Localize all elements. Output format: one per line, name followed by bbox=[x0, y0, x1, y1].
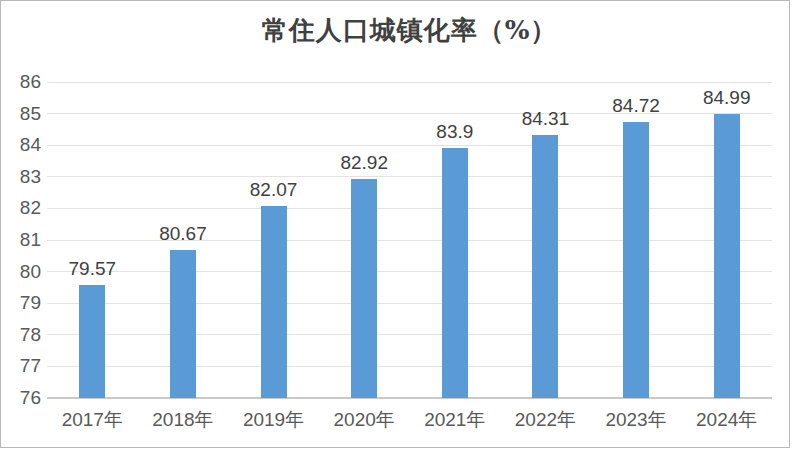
bar-value-label: 84.31 bbox=[500, 108, 591, 130]
gridline bbox=[47, 176, 772, 177]
y-tick-label: 84 bbox=[0, 134, 41, 156]
x-tick-label: 2022年 bbox=[500, 407, 591, 433]
bar-2019年 bbox=[261, 206, 287, 398]
x-tick-label: 2020年 bbox=[319, 407, 410, 433]
chart-window: 常住人口城镇化率（%） 79.5780.67 82.0782.9283.984.3… bbox=[0, 0, 794, 452]
x-axis: 2017年2018年2019年2020年2021年2022年2023年2024年 bbox=[47, 407, 772, 435]
bar-value-label: 83.9 bbox=[410, 121, 501, 143]
y-tick-label: 81 bbox=[0, 229, 41, 251]
y-axis: 7677787980818283848586 bbox=[0, 82, 41, 398]
bar-value-label: 84.72 bbox=[591, 95, 682, 117]
bar-value-label: 79.57 bbox=[47, 258, 138, 280]
gridline bbox=[47, 82, 772, 83]
bar-2021年 bbox=[442, 148, 468, 398]
bar-2020年 bbox=[351, 179, 377, 398]
bar-2018年 bbox=[170, 250, 196, 398]
y-tick-label: 85 bbox=[0, 103, 41, 125]
gridline bbox=[47, 303, 772, 304]
bar-2024年 bbox=[714, 114, 740, 398]
y-tick-label: 79 bbox=[0, 292, 41, 314]
y-tick-label: 76 bbox=[0, 387, 41, 409]
bar-value-label: 84.99 bbox=[681, 87, 772, 109]
bar-value-label: 82.92 bbox=[319, 152, 410, 174]
x-axis-line bbox=[47, 397, 772, 399]
bar-value-label: 80.67 bbox=[138, 223, 229, 245]
chart-title: 常住人口城镇化率（%） bbox=[47, 10, 772, 50]
gridline bbox=[47, 366, 772, 367]
y-tick-label: 77 bbox=[0, 355, 41, 377]
gridline bbox=[47, 145, 772, 146]
y-tick-label: 82 bbox=[0, 197, 41, 219]
y-tick-label: 83 bbox=[0, 166, 41, 188]
bar-2023年 bbox=[623, 122, 649, 398]
gridline bbox=[47, 334, 772, 335]
x-tick-label: 2018年 bbox=[138, 407, 229, 433]
x-tick-label: 2021年 bbox=[410, 407, 501, 433]
gridline bbox=[47, 208, 772, 209]
x-tick-label: 2023年 bbox=[591, 407, 682, 433]
y-tick-label: 80 bbox=[0, 261, 41, 283]
y-tick-label: 78 bbox=[0, 324, 41, 346]
bar-value-label: 82.07 bbox=[228, 179, 319, 201]
x-tick-label: 2019年 bbox=[228, 407, 319, 433]
y-tick-label: 86 bbox=[0, 71, 41, 93]
x-tick-label: 2024年 bbox=[681, 407, 772, 433]
plot-area: 79.5780.67 82.0782.9283.984.3184.7284.99 bbox=[47, 82, 772, 398]
bar-2022年 bbox=[532, 135, 558, 398]
bar-2017年 bbox=[79, 285, 105, 398]
gridline bbox=[47, 271, 772, 272]
x-tick-label: 2017年 bbox=[47, 407, 138, 433]
